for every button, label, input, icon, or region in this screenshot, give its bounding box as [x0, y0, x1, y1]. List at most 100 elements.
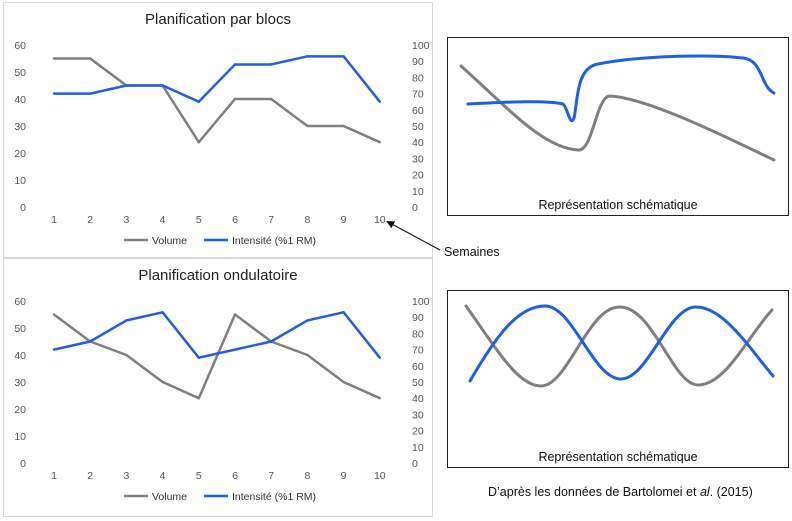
- volume-data-point: [125, 353, 128, 357]
- volume-data-point: [197, 397, 200, 400]
- volume-data-point: [270, 97, 273, 101]
- x-tick-label: 1: [51, 214, 57, 226]
- volume-data-point: [233, 313, 237, 316]
- undulating-planning-plot: 0 10 20 30 40 50 60 0 10 20 30 40 50 60 70 80 90 100 1 2 3 4 5…: [14, 296, 430, 503]
- block-schematic-drawing: [459, 54, 776, 162]
- volume-data-point: [342, 380, 345, 384]
- volume-data-point: [233, 97, 237, 101]
- y-left-tick-label: 20: [14, 404, 26, 416]
- y-right-tick-label: 10: [412, 442, 424, 454]
- chart-title: Planification ondulatoire: [138, 267, 298, 284]
- volume-data-point: [161, 380, 164, 384]
- intensity-data-point: [342, 55, 345, 58]
- y-left-tick-label: 40: [14, 94, 26, 106]
- intensity-data-point: [306, 319, 309, 322]
- y-right-tick-label: 20: [412, 170, 424, 182]
- intensity-data-point: [270, 340, 273, 343]
- x-tick-label: 10: [374, 470, 386, 482]
- x-tick-label: 8: [304, 214, 310, 226]
- y-right-tick-label: 60: [412, 361, 424, 373]
- volume-data-point: [342, 124, 345, 128]
- intensity-data-point: [125, 84, 128, 87]
- y-right-tick-label: 90: [412, 56, 424, 68]
- volume-data-point: [89, 57, 92, 60]
- y-left-tick-label: 50: [14, 323, 26, 335]
- x-tick-label: 2: [87, 470, 93, 482]
- y-right-tick-label: 100: [412, 296, 430, 308]
- schematic-intensity-curve: [468, 304, 775, 383]
- y-right-tick-label: 10: [412, 186, 424, 198]
- x-tick-label: 10: [374, 214, 386, 226]
- y-right-tick-label: 30: [412, 409, 424, 421]
- x-tick-label: 1: [51, 470, 57, 482]
- intensity-data-point: [233, 348, 237, 351]
- intensity-series-line: [54, 55, 381, 103]
- y-right-tick-label: 40: [412, 137, 424, 149]
- y-left-tick-label: 0: [20, 458, 26, 470]
- y-right-tick-label: 80: [412, 72, 424, 84]
- volume-series-line: [54, 57, 381, 144]
- intensity-data-point: [161, 84, 164, 87]
- y-left-tick-label: 30: [14, 121, 26, 133]
- source-prefix: D’après les données de Bartolomei et: [488, 485, 700, 499]
- x-tick-label: 6: [232, 470, 238, 482]
- block-planning-plot: 0 10 20 30 40 50 60 0 10 20 30 40 50 60 70 80 90 100 1 2 3 4 5…: [14, 40, 430, 247]
- y-right-tick-label: 70: [412, 89, 424, 101]
- volume-data-point: [52, 57, 56, 60]
- undulating-schematic-box: Représentation schématique: [447, 290, 789, 468]
- source-italic: al: [699, 485, 710, 499]
- legend-label: Intensité (%1 RM): [232, 491, 316, 503]
- y-left-tick-label: 50: [14, 67, 26, 79]
- block-schematic-box: Représentation schématique: [447, 37, 789, 216]
- volume-series-line: [53, 313, 381, 400]
- x-tick-label: 9: [341, 214, 347, 226]
- intensity-series-line: [53, 311, 381, 359]
- schematic-volume-curve: [459, 64, 776, 162]
- y-right-tick-label: 0: [412, 458, 418, 470]
- y-right-tick-label: 50: [412, 377, 424, 389]
- x-tick-label: 4: [160, 470, 166, 482]
- x-tick-label: 5: [196, 470, 202, 482]
- y-right-tick-label: 0: [412, 202, 418, 214]
- undulating-schematic-drawing: [464, 304, 775, 388]
- y-right-tick-label: 80: [412, 328, 424, 340]
- intensity-data-point: [89, 340, 92, 343]
- y-right-tick-label: 60: [412, 105, 424, 117]
- intensity-data-point: [270, 63, 273, 66]
- volume-data-point: [52, 313, 56, 316]
- x-tick-label: 6: [232, 214, 238, 226]
- volume-data-point: [306, 124, 309, 128]
- intensity-data-point: [378, 100, 381, 103]
- intensity-data-point: [197, 100, 200, 103]
- schematic-caption: Représentation schématique: [538, 198, 698, 212]
- intensity-data-point: [233, 63, 237, 66]
- intensity-data-point: [52, 348, 56, 351]
- x-tick-label: 4: [160, 214, 166, 226]
- y-right-tick-label: 70: [412, 345, 424, 357]
- y-left-tick-label: 60: [14, 296, 26, 308]
- volume-data-point: [197, 141, 200, 144]
- schematic-caption: Représentation schématique: [538, 450, 698, 464]
- intensity-data-point: [52, 92, 56, 95]
- legend-label: Volume: [152, 235, 187, 247]
- x-tick-label: 3: [123, 214, 129, 226]
- intensity-data-point: [197, 356, 200, 359]
- source-suffix: . (2015): [709, 485, 753, 499]
- x-tick-label: 2: [87, 214, 93, 226]
- source-note: D’après les données de Bartolomei et al.…: [488, 485, 753, 499]
- x-tick-label: 9: [341, 470, 347, 482]
- block-planning-chart: Planification par blocs 0 10 20 30 40 50 60 0 10…: [3, 2, 433, 258]
- y-left-tick-label: 10: [14, 175, 26, 187]
- intensity-data-point: [89, 92, 92, 95]
- y-left-tick-label: 60: [14, 40, 26, 52]
- y-right-tick-label: 100: [412, 40, 430, 52]
- intensity-data-point: [342, 311, 345, 314]
- y-left-tick-label: 40: [14, 350, 26, 362]
- legend-label: Volume: [152, 491, 187, 503]
- y-right-tick-label: 30: [412, 153, 424, 165]
- y-left-tick-label: 10: [14, 431, 26, 443]
- chart-title: Planification par blocs: [145, 11, 291, 28]
- x-tick-label: 7: [268, 470, 274, 482]
- y-right-tick-label: 90: [412, 312, 424, 324]
- y-left-tick-label: 0: [20, 202, 26, 214]
